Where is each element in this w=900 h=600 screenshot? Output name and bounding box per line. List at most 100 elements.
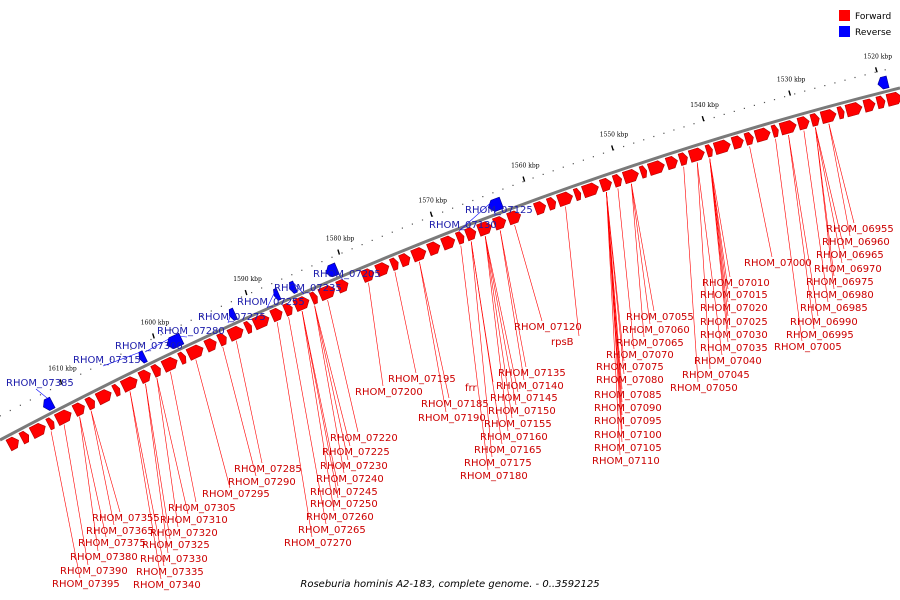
reverse-leader-line <box>266 288 277 309</box>
legend-forward-swatch <box>839 10 850 21</box>
forward-leader-line <box>470 241 494 383</box>
forward-gene-label: RHOM_07330 <box>140 554 208 565</box>
forward-leader-line <box>775 138 803 342</box>
minor-tick <box>562 166 564 168</box>
minor-tick <box>70 378 72 380</box>
minor-tick <box>331 256 333 258</box>
forward-gene-arrow <box>664 155 678 171</box>
forward-gene-arrow <box>335 279 349 294</box>
forward-gene-arrow <box>533 201 547 216</box>
forward-gene-arrow <box>203 338 217 353</box>
forward-leader-line <box>419 261 447 413</box>
forward-gene-arrow <box>5 436 19 452</box>
kbp-label: 1520 kbp <box>864 53 893 60</box>
forward-gene-label: RHOM_07320 <box>150 528 218 539</box>
forward-gene-arrow <box>809 113 820 127</box>
minor-tick <box>190 319 192 321</box>
kbp-label: 1610 kbp <box>48 365 77 372</box>
minor-tick <box>673 129 675 131</box>
minor-tick <box>844 79 846 81</box>
forward-gene-label: RHOM_07240 <box>316 474 384 485</box>
forward-gene-arrow <box>292 296 310 312</box>
forward-leader-line <box>129 391 165 567</box>
forward-leader-line <box>484 236 513 419</box>
forward-gene-arrow <box>611 174 623 188</box>
minor-tick <box>482 196 484 198</box>
forward-gene-label: RHOM_07335 <box>136 567 204 578</box>
forward-gene-arrow <box>150 364 161 378</box>
forward-gene-label: RHOM_07225 <box>322 447 390 458</box>
forward-gene-arrow <box>251 314 270 331</box>
forward-gene-label: RHOM_07180 <box>460 471 528 482</box>
kbp-label: 1530 kbp <box>777 77 806 84</box>
reverse-gene-label: RHOM_07235 <box>274 283 342 294</box>
forward-gene-label: RHOM_07055 <box>626 312 694 323</box>
forward-leader-line <box>631 183 651 325</box>
forward-gene-label: RHOM_07050 <box>670 383 738 394</box>
forward-gene-label: RHOM_07175 <box>464 458 532 469</box>
forward-leader-line <box>631 183 645 338</box>
forward-leader-line <box>156 378 189 515</box>
minor-tick <box>633 142 635 144</box>
forward-gene-label: RHOM_07355 <box>92 513 160 524</box>
minor-tick <box>291 274 293 276</box>
legend-reverse-label: Reverse <box>855 28 892 38</box>
forward-leader-line <box>301 311 339 499</box>
forward-gene-arrow <box>844 102 863 118</box>
forward-gene-arrow <box>94 389 112 406</box>
minor-tick <box>19 404 21 406</box>
forward-leader-line <box>709 158 729 343</box>
forward-gene-arrow <box>160 356 178 373</box>
reverse-gene-label: RHOM_07315 <box>73 355 141 366</box>
tick-marks <box>0 67 886 417</box>
kbp-labels: 1520 kbp 1530 kbp 1540 kbp 1550 kbp 1560 kbp… <box>48 53 892 372</box>
forward-leader-line <box>514 224 543 322</box>
minor-tick <box>261 287 263 289</box>
forward-gene-arrow <box>753 127 771 143</box>
minor-tick <box>130 348 132 350</box>
forward-gene-label: RHOM_06985 <box>800 303 868 314</box>
minor-tick <box>140 343 142 345</box>
minor-tick <box>9 409 11 412</box>
gene-arrows <box>5 75 900 452</box>
minor-tick <box>160 334 162 336</box>
forward-gene-arrow <box>796 116 810 131</box>
forward-gene-label: RHOM_07290 <box>228 477 296 488</box>
forward-gene-arrow <box>317 285 336 302</box>
kbp-label: 1540 kbp <box>690 102 719 109</box>
forward-gene-label: RHOM_07375 <box>78 538 146 549</box>
forward-gene-arrow <box>269 307 283 323</box>
minor-tick <box>492 192 494 194</box>
minor-tick <box>281 278 283 280</box>
forward-gene-arrow <box>743 132 754 146</box>
forward-gene-label: RHOM_06960 <box>822 237 890 248</box>
forward-leader-line <box>606 192 621 456</box>
forward-gene-arrow <box>492 216 507 231</box>
forward-gene-arrow <box>119 376 138 393</box>
reverse-gene-arrow <box>877 75 890 90</box>
major-tick <box>337 249 341 255</box>
forward-gene-arrow <box>111 383 121 397</box>
forward-gene-label: RHOM_07100 <box>594 430 662 441</box>
forward-gene-arrow <box>45 417 55 431</box>
forward-gene-arrow <box>454 231 465 245</box>
forward-gene-label: RHOM_06980 <box>806 290 874 301</box>
forward-leader-line <box>617 188 635 350</box>
forward-leader-line <box>803 130 829 303</box>
forward-gene-label: rpsB <box>551 337 574 348</box>
forward-leader-line <box>499 230 525 381</box>
reverse-gene-arrow <box>166 332 185 350</box>
forward-gene-label: RHOM_07190 <box>418 413 486 424</box>
minor-tick <box>150 338 152 341</box>
forward-leader-line <box>90 410 121 513</box>
forward-leader-line <box>815 127 835 290</box>
minor-tick <box>230 301 232 303</box>
minor-tick <box>623 145 625 148</box>
forward-gene-arrow <box>185 344 204 361</box>
minor-tick <box>522 181 524 183</box>
forward-gene-arrow <box>28 422 46 440</box>
forward-leader-line <box>788 135 815 330</box>
minor-tick <box>361 244 363 246</box>
minor-tick <box>723 113 725 115</box>
forward-gene-arrow <box>137 369 151 385</box>
